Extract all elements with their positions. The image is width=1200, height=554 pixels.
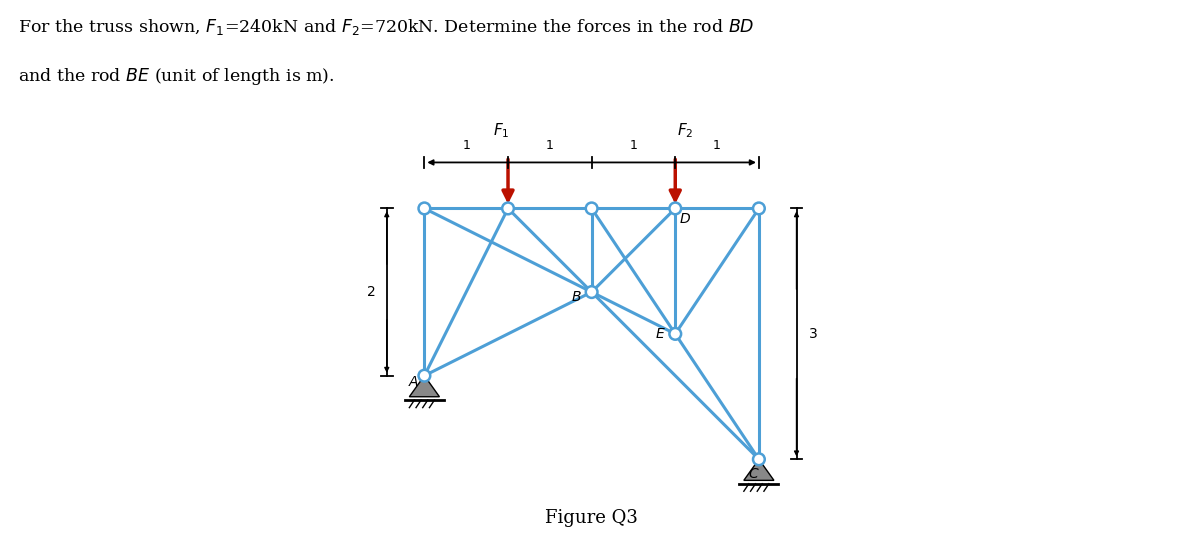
Circle shape: [419, 370, 431, 382]
Text: 3: 3: [809, 327, 817, 341]
Text: 1: 1: [713, 138, 721, 152]
Circle shape: [502, 203, 514, 214]
Circle shape: [670, 203, 682, 214]
Circle shape: [586, 203, 598, 214]
Text: Figure Q3: Figure Q3: [545, 509, 638, 527]
Text: $F_1$: $F_1$: [493, 121, 510, 140]
Text: 2: 2: [367, 285, 376, 299]
Circle shape: [754, 203, 764, 214]
Circle shape: [586, 286, 598, 298]
Text: 1: 1: [462, 138, 470, 152]
Text: 1: 1: [630, 138, 637, 152]
Circle shape: [670, 328, 682, 340]
Text: 1: 1: [546, 138, 553, 152]
Text: and the rod $BE$ (unit of length is m).: and the rod $BE$ (unit of length is m).: [18, 66, 335, 88]
Circle shape: [419, 203, 431, 214]
Polygon shape: [409, 376, 439, 397]
Text: A: A: [409, 376, 419, 389]
Text: E: E: [656, 327, 665, 341]
Circle shape: [754, 453, 764, 465]
Text: For the truss shown, $F_1$=240kN and $F_2$=720kN. Determine the forces in the ro: For the truss shown, $F_1$=240kN and $F_…: [18, 17, 755, 37]
Text: C: C: [748, 468, 758, 481]
Text: D: D: [680, 212, 691, 226]
Text: B: B: [572, 290, 581, 304]
Polygon shape: [744, 459, 774, 480]
Text: $F_2$: $F_2$: [677, 121, 694, 140]
